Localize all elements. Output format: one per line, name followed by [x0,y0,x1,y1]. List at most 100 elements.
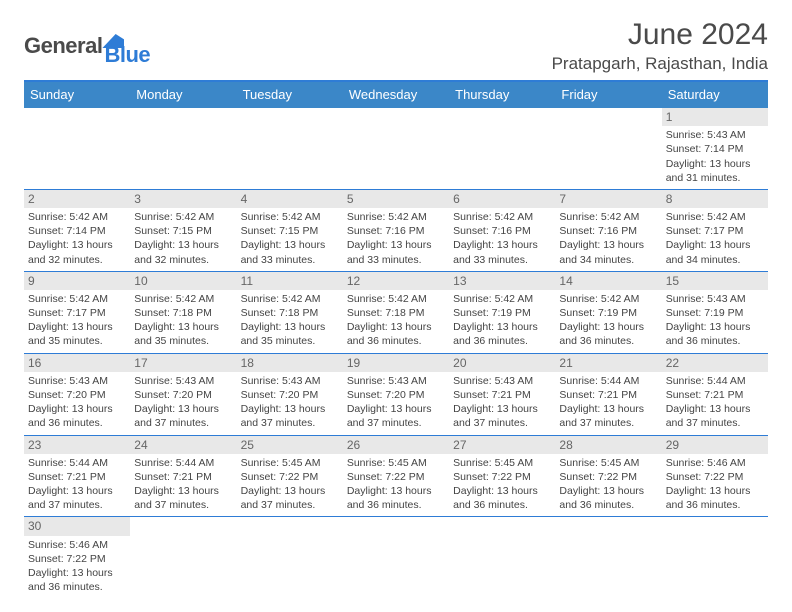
sunset-text: Sunset: 7:20 PM [347,388,445,402]
daylight-text: and 36 minutes. [28,580,126,594]
daylight-text: Daylight: 13 hours [666,320,764,334]
empty-cell [343,108,449,189]
sunset-text: Sunset: 7:15 PM [241,224,339,238]
daylight-text: and 36 minutes. [559,498,657,512]
daylight-text: Daylight: 13 hours [347,484,445,498]
day-number: 23 [24,436,130,454]
week-row: 16Sunrise: 5:43 AMSunset: 7:20 PMDayligh… [24,354,768,436]
sunrise-text: Sunrise: 5:42 AM [666,210,764,224]
daylight-text: Daylight: 13 hours [666,238,764,252]
sunset-text: Sunset: 7:16 PM [453,224,551,238]
day-cell: 18Sunrise: 5:43 AMSunset: 7:20 PMDayligh… [237,354,343,435]
sunset-text: Sunset: 7:20 PM [28,388,126,402]
day-number: 19 [343,354,449,372]
week-row: 9Sunrise: 5:42 AMSunset: 7:17 PMDaylight… [24,272,768,354]
weekday-header: Monday [130,82,236,108]
sunset-text: Sunset: 7:15 PM [134,224,232,238]
weekday-header: Wednesday [343,82,449,108]
day-number: 26 [343,436,449,454]
weekday-header: Sunday [24,82,130,108]
day-cell: 27Sunrise: 5:45 AMSunset: 7:22 PMDayligh… [449,436,555,517]
sunrise-text: Sunrise: 5:42 AM [28,292,126,306]
sunset-text: Sunset: 7:19 PM [559,306,657,320]
day-number: 7 [555,190,661,208]
sunrise-text: Sunrise: 5:43 AM [347,374,445,388]
day-number: 24 [130,436,236,454]
day-number: 21 [555,354,661,372]
sunset-text: Sunset: 7:16 PM [347,224,445,238]
day-number: 12 [343,272,449,290]
sunrise-text: Sunrise: 5:45 AM [453,456,551,470]
sunrise-text: Sunrise: 5:43 AM [666,128,764,142]
sunrise-text: Sunrise: 5:42 AM [241,210,339,224]
daylight-text: and 36 minutes. [453,334,551,348]
daylight-text: Daylight: 13 hours [666,402,764,416]
sunrise-text: Sunrise: 5:45 AM [347,456,445,470]
sunrise-text: Sunrise: 5:43 AM [134,374,232,388]
sunset-text: Sunset: 7:18 PM [347,306,445,320]
sunrise-text: Sunrise: 5:46 AM [28,538,126,552]
page-header: General Blue June 2024 Pratapgarh, Rajas… [24,18,768,74]
day-cell: 30Sunrise: 5:46 AMSunset: 7:22 PMDayligh… [24,517,130,598]
sunrise-text: Sunrise: 5:42 AM [453,292,551,306]
sunrise-text: Sunrise: 5:44 AM [134,456,232,470]
sunset-text: Sunset: 7:20 PM [134,388,232,402]
daylight-text: Daylight: 13 hours [28,320,126,334]
day-cell: 28Sunrise: 5:45 AMSunset: 7:22 PMDayligh… [555,436,661,517]
day-cell: 24Sunrise: 5:44 AMSunset: 7:21 PMDayligh… [130,436,236,517]
daylight-text: Daylight: 13 hours [241,238,339,252]
empty-cell [237,517,343,598]
day-cell: 11Sunrise: 5:42 AMSunset: 7:18 PMDayligh… [237,272,343,353]
day-cell: 8Sunrise: 5:42 AMSunset: 7:17 PMDaylight… [662,190,768,271]
sunset-text: Sunset: 7:17 PM [28,306,126,320]
day-number: 5 [343,190,449,208]
sunset-text: Sunset: 7:17 PM [666,224,764,238]
day-cell: 19Sunrise: 5:43 AMSunset: 7:20 PMDayligh… [343,354,449,435]
daylight-text: and 33 minutes. [347,253,445,267]
sunrise-text: Sunrise: 5:42 AM [559,210,657,224]
day-cell: 4Sunrise: 5:42 AMSunset: 7:15 PMDaylight… [237,190,343,271]
day-number: 25 [237,436,343,454]
daylight-text: and 35 minutes. [28,334,126,348]
sunset-text: Sunset: 7:22 PM [666,470,764,484]
sunset-text: Sunset: 7:21 PM [559,388,657,402]
daylight-text: Daylight: 13 hours [241,402,339,416]
weekday-header: Thursday [449,82,555,108]
sunrise-text: Sunrise: 5:43 AM [241,374,339,388]
daylight-text: and 37 minutes. [241,416,339,430]
daylight-text: Daylight: 13 hours [241,484,339,498]
daylight-text: and 35 minutes. [241,334,339,348]
daylight-text: and 37 minutes. [241,498,339,512]
sunrise-text: Sunrise: 5:43 AM [453,374,551,388]
daylight-text: Daylight: 13 hours [559,238,657,252]
sunrise-text: Sunrise: 5:42 AM [559,292,657,306]
daylight-text: Daylight: 13 hours [241,320,339,334]
daylight-text: Daylight: 13 hours [453,484,551,498]
day-cell: 7Sunrise: 5:42 AMSunset: 7:16 PMDaylight… [555,190,661,271]
day-cell: 21Sunrise: 5:44 AMSunset: 7:21 PMDayligh… [555,354,661,435]
sunset-text: Sunset: 7:14 PM [28,224,126,238]
daylight-text: and 33 minutes. [241,253,339,267]
day-number: 30 [24,517,130,535]
daylight-text: Daylight: 13 hours [134,238,232,252]
day-cell: 13Sunrise: 5:42 AMSunset: 7:19 PMDayligh… [449,272,555,353]
title-block: June 2024 Pratapgarh, Rajasthan, India [552,18,768,74]
daylight-text: and 37 minutes. [134,416,232,430]
day-cell: 22Sunrise: 5:44 AMSunset: 7:21 PMDayligh… [662,354,768,435]
sunset-text: Sunset: 7:21 PM [453,388,551,402]
daylight-text: Daylight: 13 hours [28,484,126,498]
day-number: 20 [449,354,555,372]
daylight-text: Daylight: 13 hours [559,320,657,334]
sunrise-text: Sunrise: 5:42 AM [134,292,232,306]
logo: General Blue [24,18,150,68]
week-row: 30Sunrise: 5:46 AMSunset: 7:22 PMDayligh… [24,517,768,598]
day-number: 28 [555,436,661,454]
empty-cell [662,517,768,598]
daylight-text: and 37 minutes. [134,498,232,512]
daylight-text: and 35 minutes. [134,334,232,348]
day-number: 1 [662,108,768,126]
weekday-header: Friday [555,82,661,108]
daylight-text: Daylight: 13 hours [28,238,126,252]
daylight-text: and 34 minutes. [666,253,764,267]
day-cell: 1Sunrise: 5:43 AMSunset: 7:14 PMDaylight… [662,108,768,189]
